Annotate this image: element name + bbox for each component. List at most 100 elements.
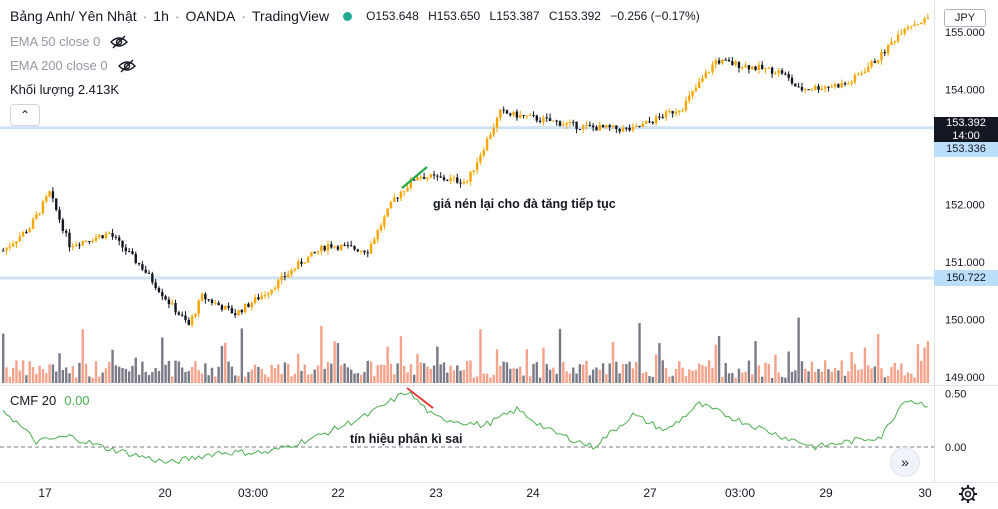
currency-button[interactable]: JPY xyxy=(944,9,986,27)
volume-bar xyxy=(383,364,386,383)
volume-bar xyxy=(684,376,688,383)
cmf-tick-label: 0.50 xyxy=(945,389,966,401)
candle-body xyxy=(439,176,442,178)
volume-bar xyxy=(505,362,509,383)
volume-bar xyxy=(714,344,717,383)
candle-body xyxy=(197,300,200,314)
volume-bar xyxy=(519,366,522,383)
volume-bar xyxy=(472,377,476,383)
scroll-to-realtime-button[interactable]: » xyxy=(890,447,920,477)
volume-bar xyxy=(747,360,751,383)
indicator-ema50[interactable]: EMA 50 close 0 xyxy=(10,34,129,49)
open-value: O153.648 xyxy=(366,9,419,23)
candle-body xyxy=(857,74,860,76)
candle-body xyxy=(598,125,601,131)
candle-body xyxy=(505,110,509,114)
volume-bar xyxy=(81,329,84,383)
candle-body xyxy=(747,65,751,70)
source-label: TradingView xyxy=(252,8,330,24)
candle-body xyxy=(502,109,505,111)
candle-body xyxy=(595,127,598,131)
volume-bar xyxy=(55,371,58,383)
volume-bar xyxy=(164,364,167,383)
candle-body xyxy=(731,61,734,65)
candle-body xyxy=(416,177,419,181)
volume-bar xyxy=(638,323,641,383)
volume-bar xyxy=(469,360,472,383)
eye-off-icon[interactable] xyxy=(110,35,129,49)
volume-bar xyxy=(406,372,409,383)
volume-bar xyxy=(880,368,883,383)
volume-bar xyxy=(18,370,21,383)
collapse-legend-button[interactable]: ⌃ xyxy=(10,104,40,126)
volume-bar xyxy=(141,361,144,383)
candle-body xyxy=(267,293,270,295)
volume-bar xyxy=(724,363,727,383)
volume-bar xyxy=(157,370,161,383)
volume-bar xyxy=(668,376,671,383)
candle-body xyxy=(376,230,379,240)
volume-bar xyxy=(595,367,598,383)
candle-body xyxy=(522,114,525,116)
candle-body xyxy=(2,250,5,252)
price-tick-label: 152.000 xyxy=(945,200,985,212)
symbol-name[interactable]: Bảng Anh/ Yên Nhật xyxy=(10,8,137,24)
interval-label[interactable]: 1h xyxy=(153,8,169,24)
time-tick-label: 30 xyxy=(918,486,932,500)
volume-bar xyxy=(648,376,651,383)
volume-bar xyxy=(522,375,525,383)
volume-bar xyxy=(45,373,48,383)
volume-bar xyxy=(495,349,499,383)
volume-bar xyxy=(161,337,164,383)
candle-body xyxy=(780,70,784,74)
annotation-divergence: tín hiệu phân kì sai xyxy=(350,432,463,446)
candle-body xyxy=(495,117,499,128)
volume-bar xyxy=(794,370,797,383)
candle-body xyxy=(568,121,572,123)
candle-body xyxy=(804,89,807,91)
candle-body xyxy=(240,310,244,313)
volume-bar xyxy=(310,373,313,383)
candle-body xyxy=(867,66,870,72)
candle-body xyxy=(303,262,306,264)
volume-bar xyxy=(913,377,916,383)
volume-bar xyxy=(234,375,237,383)
candle-body xyxy=(121,240,124,248)
candle-body xyxy=(651,121,654,124)
candle-body xyxy=(396,197,399,199)
candle-body xyxy=(840,83,843,88)
candle-body xyxy=(664,111,668,118)
volume-bar xyxy=(293,373,297,383)
volume-bar xyxy=(847,371,850,383)
candle-body xyxy=(174,303,177,313)
volume-bar xyxy=(754,341,757,383)
divergence-trend-mark xyxy=(406,387,434,409)
candle-body xyxy=(591,125,595,128)
volume-bar xyxy=(512,368,515,383)
candle-body xyxy=(515,111,519,118)
gear-icon[interactable] xyxy=(958,484,978,504)
volume-bar xyxy=(108,361,111,383)
candle-body xyxy=(674,111,678,114)
candle-body xyxy=(389,201,393,209)
indicator-ema200[interactable]: EMA 200 close 0 xyxy=(10,58,136,73)
volume-bar xyxy=(171,376,174,383)
eye-off-icon[interactable] xyxy=(117,59,136,73)
volume-bar xyxy=(611,341,615,383)
volume-bar xyxy=(154,368,157,383)
candle-body xyxy=(605,125,608,128)
candle-body xyxy=(350,245,353,247)
volume-bar xyxy=(237,375,240,383)
candle-body xyxy=(426,177,429,179)
candle-body xyxy=(847,83,850,85)
candle-body xyxy=(906,26,910,29)
volume-bar xyxy=(598,369,601,383)
horizontal-line xyxy=(0,276,934,280)
volume-bar xyxy=(94,361,98,383)
candle-body xyxy=(764,68,767,70)
volume-bar xyxy=(853,364,857,383)
candle-body xyxy=(704,72,708,79)
candle-body xyxy=(678,110,681,112)
candle-body xyxy=(698,81,701,89)
